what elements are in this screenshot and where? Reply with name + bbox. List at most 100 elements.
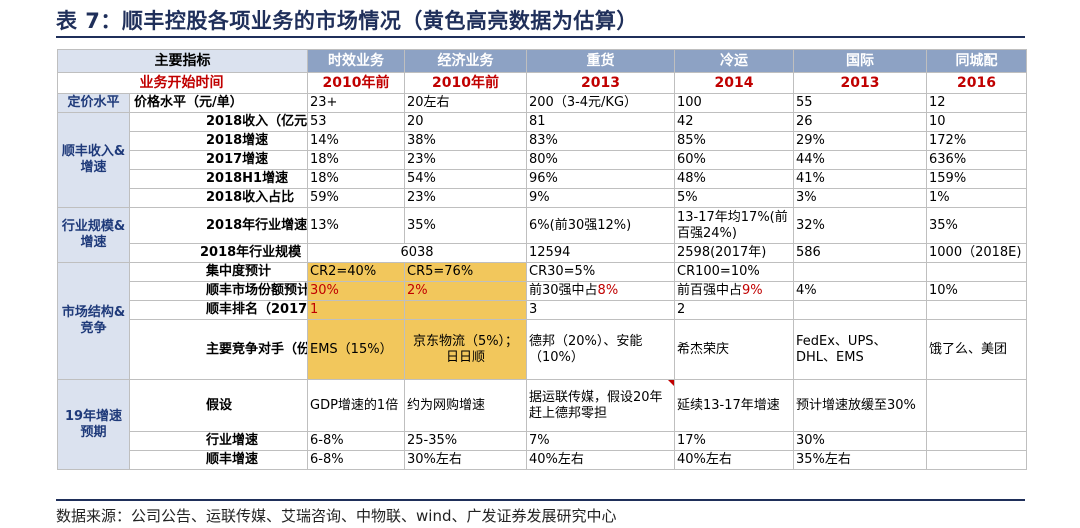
cell: 6%(前30强12%) xyxy=(526,207,675,244)
cell: 40%左右 xyxy=(526,450,675,470)
cell: 81 xyxy=(526,112,675,132)
cell xyxy=(404,300,527,320)
cell: 42 xyxy=(674,112,794,132)
cell: 80% xyxy=(526,150,675,170)
cell: 636% xyxy=(926,150,1027,170)
cell: 2598(2017年) xyxy=(674,243,794,263)
category-pricing: 定价水平 xyxy=(57,93,130,113)
row-label: 2018H1增速 xyxy=(129,169,308,189)
category-forecast: 19年增速预期 xyxy=(57,379,130,470)
cell: 85% xyxy=(674,131,794,151)
category-industry: 行业规模&增速 xyxy=(57,207,130,263)
cell: 59% xyxy=(307,188,405,208)
table-row: 2018年行业规模（亿元） 6038 12594 2598(2017年) 586… xyxy=(58,243,1027,263)
header-label: 主要指标 xyxy=(57,49,308,73)
cell: 3 xyxy=(526,300,675,320)
cell xyxy=(926,379,1027,432)
cell: 前30强中占8% xyxy=(526,281,675,301)
cell: 40%左右 xyxy=(674,450,794,470)
row-label: 行业增速 xyxy=(129,431,308,451)
table-row: 2018增速 14% 38% 83% 85% 29% 172% xyxy=(58,131,1027,151)
data-source: 数据来源：公司公告、运联传媒、艾瑞咨询、中物联、wind、广发证券发展研究中心 xyxy=(56,507,617,525)
table-row: 2018收入占比 59% 23% 9% 5% 3% 1% xyxy=(58,188,1027,208)
cell: 200（3-4元/KG） xyxy=(526,93,675,113)
row-label: 2018年行业增速预计 xyxy=(129,207,308,244)
cell: 9% xyxy=(526,188,675,208)
cell: 4% xyxy=(793,281,927,301)
table-row: 2017增速 18% 23% 80% 60% 44% 636% xyxy=(58,150,1027,170)
cell: 20左右 xyxy=(404,93,527,113)
row-label: 2018收入（亿元） xyxy=(129,112,308,132)
cell: 前百强中占9% xyxy=(674,281,794,301)
cell: 20 xyxy=(404,112,527,132)
cell: 17% xyxy=(674,431,794,451)
col-header-local: 同城配 xyxy=(926,49,1027,73)
cell: 30% xyxy=(793,431,927,451)
cell-text: 前百强中占 xyxy=(677,283,743,298)
header-row: 主要指标 时效业务 经济业务 重货 冷运 国际 同城配 xyxy=(57,49,1027,73)
table-row: 顺丰排名（2017年） 1 3 2 xyxy=(58,300,1027,320)
table-row: 市场结构&竞争 集中度预计 CR2=40% CR5=76% CR30=5% CR… xyxy=(57,262,1027,380)
cell: 53 xyxy=(307,112,405,132)
cell: 7% xyxy=(526,431,675,451)
row-label: 假设 xyxy=(129,379,308,432)
start-value: 2010年前 xyxy=(307,72,405,94)
cell: 约为网购增速 xyxy=(404,379,527,432)
cell: 48% xyxy=(674,169,794,189)
cell: 据运联传媒，假设20年赶上德邦零担 xyxy=(526,379,675,432)
row-label: 主要竞争对手（份额） xyxy=(129,319,308,380)
cell: 35% xyxy=(404,207,527,244)
bottom-rule xyxy=(56,499,1025,501)
table-row: 行业增速 6-8% 25-35% 7% 17% 30% xyxy=(58,431,1027,451)
cell: 1000（2018E) xyxy=(926,243,1027,263)
row-label: 价格水平（元/单） xyxy=(129,93,308,113)
cell: 预计增速放缓至30% xyxy=(793,379,927,432)
row-label: 集中度预计 xyxy=(129,262,308,282)
cell: 55 xyxy=(793,93,927,113)
cell: 96% xyxy=(526,169,675,189)
col-header-express: 时效业务 xyxy=(307,49,405,73)
cell: GDP增速的1倍 xyxy=(307,379,405,432)
cell: 6038 xyxy=(307,243,527,263)
table-row: 顺丰增速 6-8% 30%左右 40%左右 40%左右 35%左右 xyxy=(58,450,1027,470)
cell: 18% xyxy=(307,150,405,170)
cell: 35%左右 xyxy=(793,450,927,470)
cell xyxy=(926,300,1027,320)
cell-text: 前30强中占 xyxy=(529,283,598,298)
market-table: 主要指标 时效业务 经济业务 重货 冷运 国际 同城配 业务开始时间 2010年… xyxy=(57,49,1027,470)
table-row: 顺丰收入&增速 2018收入（亿元） 53 20 81 42 26 10 xyxy=(57,112,1027,208)
row-label: 顺丰排名（2017年） xyxy=(129,300,308,320)
category-revenue: 顺丰收入&增速 xyxy=(57,112,130,208)
cell: 希杰荣庆 xyxy=(674,319,794,380)
cell: 2% xyxy=(404,281,527,301)
table-row: 行业规模&增速 2018年行业增速预计 13% 35% 6%(前30强12%) … xyxy=(57,207,1027,263)
cell: 44% xyxy=(793,150,927,170)
cell: 159% xyxy=(926,169,1027,189)
start-label: 业务开始时间 xyxy=(57,72,308,94)
cell: 6-8% xyxy=(307,450,405,470)
category-market: 市场结构&竞争 xyxy=(57,262,130,380)
cell: 25-35% xyxy=(404,431,527,451)
cell: 29% xyxy=(793,131,927,151)
cell: 172% xyxy=(926,131,1027,151)
table-row: 顺丰市场份额预计 30% 2% 前30强中占8% 前百强中占9% 4% 10% xyxy=(58,281,1027,301)
cell: CR30=5% xyxy=(526,262,675,282)
cell: CR2=40% xyxy=(307,262,405,282)
cell: 延续13-17年增速 xyxy=(674,379,794,432)
cell: 13% xyxy=(307,207,405,244)
start-value: 2010年前 xyxy=(404,72,527,94)
cell: 京东物流（5%）；日日顺 xyxy=(404,319,527,380)
start-value: 2016 xyxy=(926,72,1027,94)
row-label: 顺丰增速 xyxy=(129,450,308,470)
cell: 30% xyxy=(307,281,405,301)
col-header-intl: 国际 xyxy=(793,49,927,73)
cell: 54% xyxy=(404,169,527,189)
cell: 5% xyxy=(674,188,794,208)
cell: 10% xyxy=(926,281,1027,301)
cell-highlight: 8% xyxy=(597,283,619,298)
cell: 12594 xyxy=(526,243,675,263)
cell: 13-17年均17%(前百强24%) xyxy=(674,207,794,244)
start-value: 2014 xyxy=(674,72,794,94)
cell: 23% xyxy=(404,188,527,208)
table-row: 定价水平 价格水平（元/单） 23+ 20左右 200（3-4元/KG） 100… xyxy=(57,93,1027,113)
